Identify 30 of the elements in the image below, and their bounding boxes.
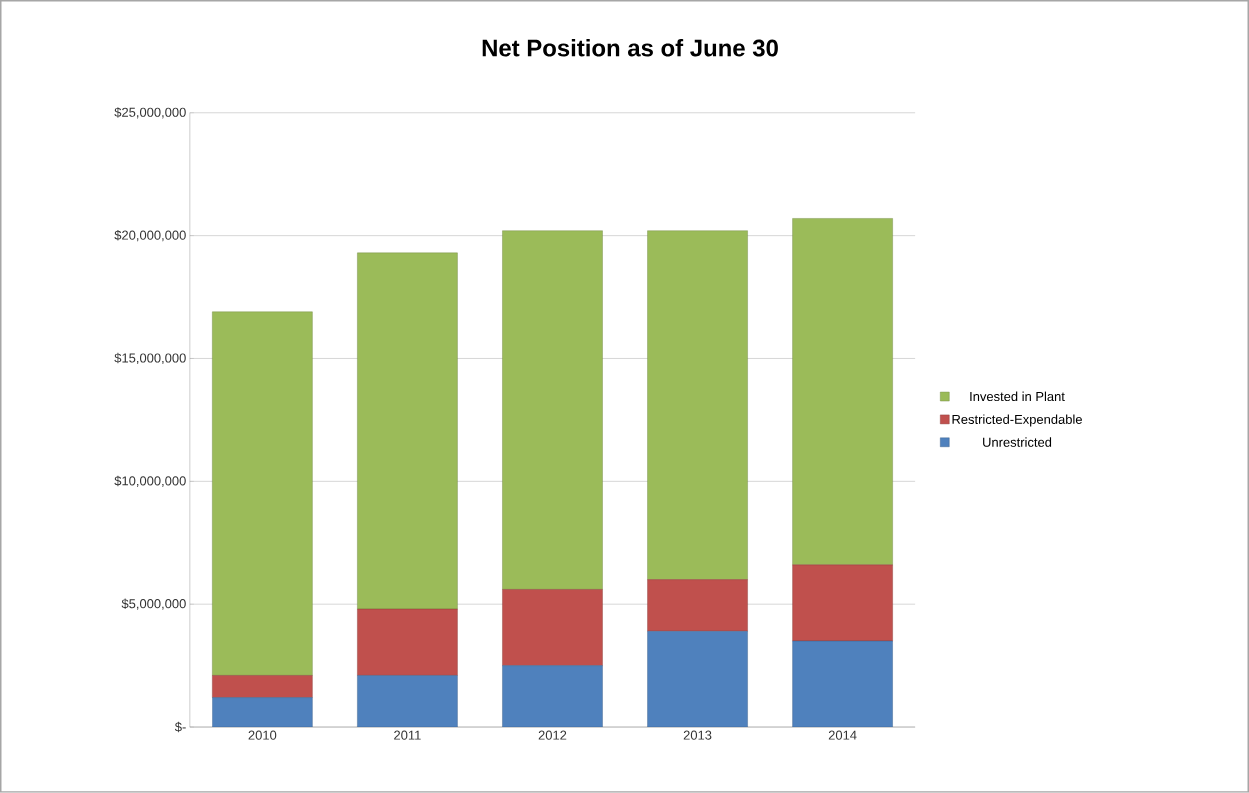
bar <box>792 218 893 566</box>
legend-label: Invested in Plant <box>970 391 1065 402</box>
bar <box>792 640 893 728</box>
bar <box>502 589 603 666</box>
legend-label: Restricted-Expendable <box>952 414 1082 427</box>
bar <box>357 252 458 610</box>
bar <box>212 311 313 676</box>
x-tick-label: 2011 <box>394 730 421 740</box>
y-tick-label: $15,000,000 <box>114 352 186 365</box>
y-tick-label: $- <box>174 721 186 733</box>
bar <box>502 665 603 728</box>
text: Unrestricted <box>983 437 1052 447</box>
bar <box>357 608 458 676</box>
y-tick-label: $20,000,000 <box>114 230 186 242</box>
bar <box>357 675 458 728</box>
bar <box>502 230 603 590</box>
y-tick-label: $5,000,000 <box>121 598 186 610</box>
bar <box>212 697 313 728</box>
x-tick-label: 2014 <box>828 730 857 740</box>
y-tick-label: $25,000,000 <box>114 107 186 119</box>
x-tick-label: 2013 <box>683 730 712 740</box>
x-tick-label: 2010 <box>248 730 277 740</box>
chart-title: Net Position as of June 30 <box>482 39 778 57</box>
bar <box>212 675 313 698</box>
bar <box>647 230 748 580</box>
bar <box>647 579 748 632</box>
bar <box>647 631 748 728</box>
x-tick-label: 2012 <box>538 730 567 740</box>
bar <box>792 564 893 642</box>
y-tick-label: $10,000,000 <box>114 475 186 488</box>
